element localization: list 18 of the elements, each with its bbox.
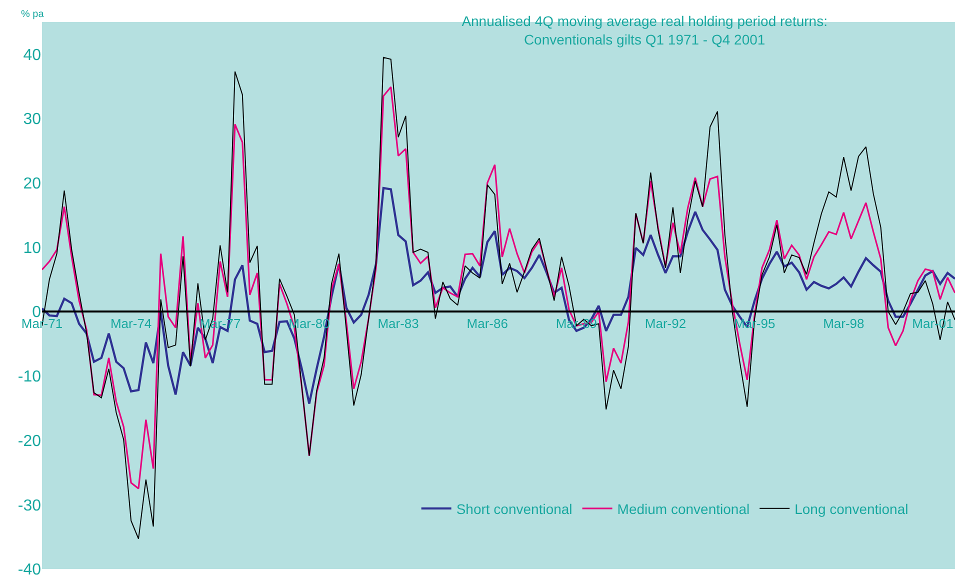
y-tick-label: -10 [18, 368, 42, 386]
y-tick-label: -40 [18, 562, 42, 579]
y-axis-title: % pa [21, 9, 44, 20]
legend-label: Short conventional [456, 500, 572, 517]
x-tick-label: Mar-98 [823, 316, 864, 332]
y-tick-label: 30 [23, 111, 42, 128]
legend-label: Medium conventional [617, 500, 750, 517]
x-tick-label: Mar-83 [378, 316, 419, 332]
x-tick-label: Mar-86 [466, 316, 508, 332]
x-tick-label: Mar-92 [644, 316, 686, 332]
x-tick-label: Mar-74 [110, 316, 152, 332]
y-tick-label: -30 [18, 497, 42, 514]
legend-label: Long conventional [794, 500, 908, 517]
y-tick-label: 40 [23, 46, 42, 64]
y-tick-label: 10 [23, 240, 42, 257]
chart-title: Annualised 4Q moving average real holding period returns: Conventionals gilts Q1 1971 - Q4 2001 [462, 13, 828, 48]
y-tick-label: -20 [18, 432, 42, 450]
y-tick-label: 20 [23, 175, 42, 192]
